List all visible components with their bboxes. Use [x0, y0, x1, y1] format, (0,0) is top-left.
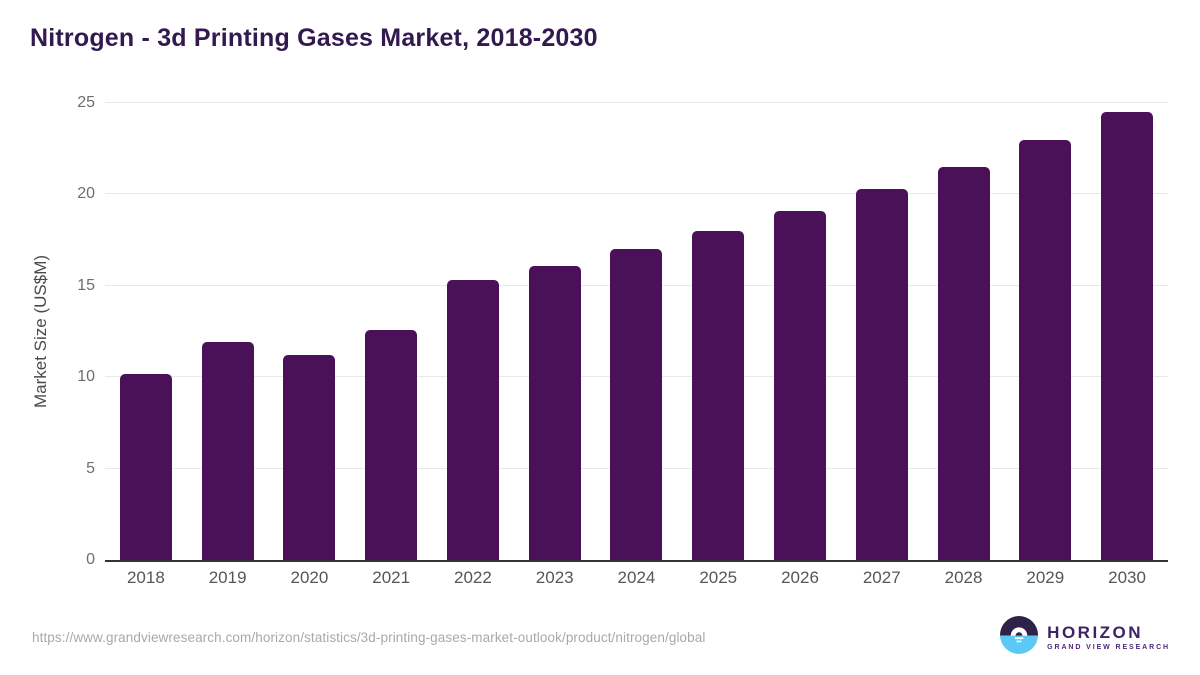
x-tick-label: 2030	[1108, 568, 1146, 587]
x-tick-label: 2018	[126, 568, 165, 587]
bar-2029[interactable]	[1019, 139, 1072, 560]
logo-subtitle: GRAND VIEW RESEARCH	[1047, 643, 1170, 651]
bar-2019[interactable]	[201, 342, 254, 560]
bar-2026[interactable]	[774, 210, 826, 560]
chart-title: Nitrogen - 3d Printing Gases Market, 201…	[30, 24, 598, 52]
y-tick-label: 0	[86, 551, 95, 568]
y-tick-label: 10	[77, 368, 95, 386]
horizon-logo: HORIZON GRAND VIEW RESEARCH	[1000, 615, 1170, 659]
x-tick-label: 2025	[699, 568, 738, 587]
y-tick-label: 20	[77, 185, 95, 203]
plot-area	[105, 102, 1168, 562]
bar-2020[interactable]	[283, 355, 336, 560]
bar-2025[interactable]	[692, 230, 745, 560]
bar-2028[interactable]	[937, 166, 990, 560]
gridline	[105, 193, 1168, 195]
bar-2027[interactable]	[855, 188, 908, 560]
gridline	[105, 102, 1168, 103]
x-axis-labels: 2018 2019 2020 2021 2022 2023 2024 2025 2026 2027…	[105, 568, 1168, 588]
bar-2021[interactable]	[365, 329, 418, 560]
horizon-sun-icon	[1000, 615, 1039, 659]
x-tick-label: 2019	[208, 568, 247, 587]
logo-text-block: HORIZON GRAND VIEW RESEARCH	[1047, 624, 1170, 651]
x-tick-label: 2026	[781, 568, 819, 587]
footer: https://www.grandviewresearch.com/horizo…	[32, 614, 1170, 660]
y-tick-label: 5	[86, 459, 95, 477]
x-tick-label: 2027	[862, 568, 901, 587]
x-tick-label: 2022	[454, 568, 492, 587]
x-tick-label: 2021	[372, 568, 411, 587]
bar-2023[interactable]	[528, 265, 581, 560]
bar-2030[interactable]	[1101, 112, 1154, 560]
source-url: https://www.grandviewresearch.com/horizo…	[32, 629, 706, 645]
bar-2018[interactable]	[119, 373, 172, 560]
x-tick-label: 2024	[617, 568, 656, 587]
y-tick-label: 15	[77, 276, 95, 294]
x-tick-label: 2028	[944, 568, 983, 587]
logo-name: HORIZON	[1047, 622, 1144, 642]
y-tick-label: 25	[77, 94, 95, 111]
x-tick-label: 2029	[1026, 568, 1065, 587]
bars	[105, 103, 1168, 560]
x-tick-label: 2023	[535, 568, 574, 587]
bar-2022[interactable]	[446, 280, 499, 560]
y-axis-ticks: 0 5 10 15 20 25	[0, 94, 95, 568]
bar-2024[interactable]	[610, 249, 663, 560]
x-tick-label: 2020	[290, 568, 329, 587]
